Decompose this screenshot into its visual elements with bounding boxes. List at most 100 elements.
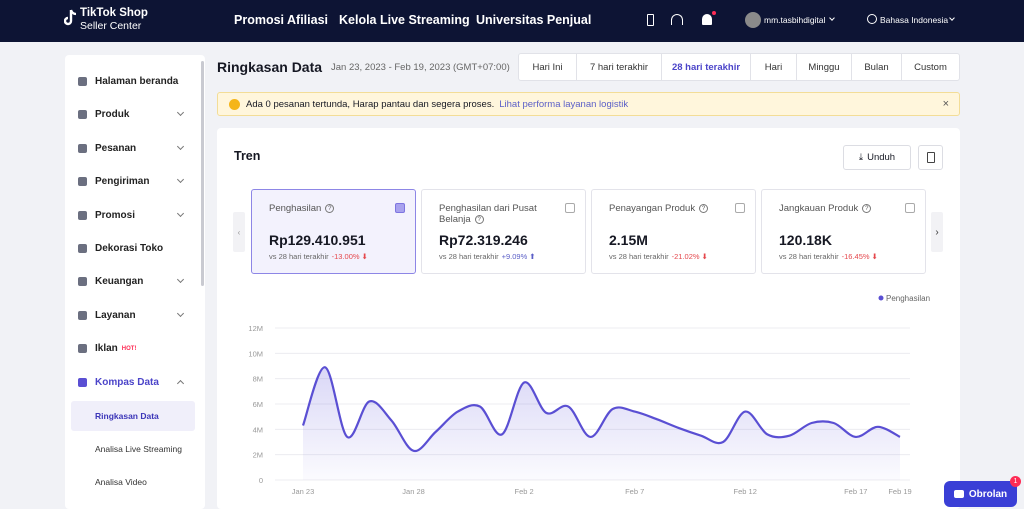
alert-bar: Ada 0 pesanan tertunda, Harap pantau dan… bbox=[217, 92, 960, 116]
metric-card[interactable]: Penayangan Produk? 2.15M vs 28 hari terakh… bbox=[591, 189, 756, 274]
sidebar-item[interactable]: Produk bbox=[65, 98, 205, 131]
bell-icon[interactable] bbox=[702, 14, 712, 25]
download-button[interactable]: ⤓ Unduh bbox=[843, 145, 911, 170]
metric-checkbox[interactable] bbox=[565, 203, 575, 213]
sidebar-icon bbox=[78, 210, 87, 220]
metric-compare: vs 28 hari terakhir -13.00% ⬇ bbox=[269, 252, 368, 261]
metric-label-text: Penghasilan bbox=[269, 203, 322, 214]
help-icon: ? bbox=[699, 203, 709, 213]
chat-icon bbox=[953, 490, 964, 498]
metric-checkbox[interactable] bbox=[735, 203, 745, 213]
change-value: -21.02% bbox=[671, 252, 700, 261]
sidebar-item[interactable]: Layanan bbox=[65, 299, 205, 332]
date-range: Jan 23, 2023 - Feb 19, 2023 (GMT+07:00) bbox=[331, 62, 510, 73]
sidebar-subitem[interactable]: Analisa Live Streaming bbox=[95, 443, 182, 454]
support-icon[interactable] bbox=[671, 14, 683, 25]
alert-link[interactable]: Lihat performa layanan logistik bbox=[499, 98, 629, 110]
nav-link[interactable]: Promosi Afiliasi bbox=[234, 13, 329, 27]
metric-label: Jangkauan Produk? bbox=[779, 203, 884, 214]
logo-icon bbox=[63, 8, 78, 28]
sidebar-subitem[interactable]: Ringkasan Data bbox=[71, 400, 195, 431]
y-tick-label: 10M bbox=[248, 349, 263, 358]
metric-compare: vs 28 hari terakhir -21.02% ⬇ bbox=[609, 252, 708, 261]
logo-title: TikTok Shop bbox=[80, 7, 148, 19]
date-tab[interactable]: Bulan bbox=[852, 54, 902, 80]
sidebar-item[interactable]: Keuangan bbox=[65, 265, 205, 298]
sidebar-label: Produk bbox=[95, 109, 130, 121]
sidebar-icon bbox=[78, 143, 87, 153]
chat-button[interactable]: Obrolan bbox=[944, 481, 1017, 507]
date-tab[interactable]: Hari bbox=[751, 54, 797, 80]
avatar[interactable] bbox=[745, 12, 761, 28]
alert-icon bbox=[229, 99, 240, 110]
x-tick-label: Feb 2 bbox=[515, 487, 534, 496]
metric-card[interactable]: Jangkauan Produk? 120.18K vs 28 hari terak… bbox=[761, 189, 926, 274]
sidebar-label: Dekorasi Toko bbox=[95, 243, 164, 254]
next-arrow[interactable]: › bbox=[931, 212, 943, 252]
account-name[interactable]: mm.tasbihdigital bbox=[764, 15, 826, 25]
sidebar-item[interactable]: Promosi bbox=[65, 199, 205, 232]
change-value: -16.45% bbox=[841, 252, 870, 261]
phone-icon[interactable] bbox=[647, 14, 654, 26]
date-tab[interactable]: 7 hari terakhir bbox=[577, 54, 662, 80]
metric-checkbox[interactable] bbox=[395, 203, 405, 213]
bell-dot bbox=[712, 11, 716, 15]
change-value: -13.00% bbox=[331, 252, 360, 261]
sidebar-item[interactable]: Iklan HOT! bbox=[65, 332, 205, 365]
sidebar-icon bbox=[78, 244, 87, 253]
language[interactable]: Bahasa Indonesia bbox=[880, 15, 949, 25]
y-tick-label: 0 bbox=[259, 476, 263, 485]
sidebar-label: Layanan bbox=[95, 309, 136, 321]
sidebar-label: Kompas Data bbox=[95, 376, 159, 388]
prev-arrow[interactable]: ‹ bbox=[233, 212, 245, 252]
sidebar-item[interactable]: Halaman beranda bbox=[65, 65, 205, 98]
change-arrow: ⬇ bbox=[871, 252, 878, 261]
nav-link[interactable]: Kelola Live Streaming bbox=[339, 13, 470, 27]
metric-checkbox[interactable] bbox=[905, 203, 915, 213]
x-tick-label: Feb 12 bbox=[734, 487, 757, 496]
logo-mark bbox=[63, 9, 77, 26]
globe-icon bbox=[867, 14, 877, 24]
line bbox=[301, 366, 901, 452]
language-chevron bbox=[949, 15, 955, 21]
date-tab[interactable]: Custom bbox=[914, 61, 947, 73]
chevron bbox=[176, 142, 185, 150]
sidebar-label: Iklan bbox=[95, 343, 118, 355]
metric-label: Penayangan Produk? bbox=[609, 203, 714, 214]
change-arrow: ⬆ bbox=[529, 252, 536, 261]
sidebar-icon bbox=[78, 344, 87, 354]
metric-card[interactable]: Penghasilan? Rp129.410.951 vs 28 hari tera… bbox=[251, 189, 416, 274]
trend-chart: 0 2M 4M 6M 8M 10M 12M Jan 23 Jan 28 Feb 2 Feb 7 Feb… bbox=[248, 294, 930, 496]
hot-badge: HOT! bbox=[121, 345, 137, 352]
sidebar-item[interactable]: Pengiriman bbox=[65, 165, 205, 198]
alert-close[interactable]: × bbox=[942, 98, 949, 110]
account-chevron bbox=[829, 15, 835, 21]
date-tab[interactable]: Minggu bbox=[797, 54, 852, 80]
sidebar-subitem[interactable]: Analisa Video bbox=[95, 477, 147, 488]
help-icon: ? bbox=[862, 203, 872, 213]
metric-label-text: Jangkauan Produk bbox=[779, 203, 859, 214]
nav-link[interactable]: Universitas Penjual bbox=[476, 13, 592, 27]
chevron bbox=[176, 309, 185, 317]
sidebar: Halaman beranda Produk Pesanan Pengiriman Pr… bbox=[65, 55, 205, 509]
change-arrow: ⬇ bbox=[361, 252, 368, 261]
y-tick-label: 2M bbox=[253, 451, 263, 460]
sidebar-item[interactable]: Kompas Data bbox=[65, 366, 205, 399]
metric-label-text: Penayangan Produk bbox=[609, 203, 696, 214]
sidebar-icon bbox=[78, 377, 87, 387]
x-tick-label: Jan 28 bbox=[402, 487, 425, 496]
sidebar-item[interactable]: Pesanan bbox=[65, 132, 205, 165]
x-tick-label: Feb 17 bbox=[844, 487, 867, 496]
metric-value: Rp72.319.246 bbox=[439, 232, 528, 248]
copy-button[interactable] bbox=[918, 145, 943, 170]
sidebar-item[interactable]: Dekorasi Toko bbox=[65, 232, 205, 265]
metric-card[interactable]: Penghasilan dari Pusat Belanja? Rp72.319.… bbox=[421, 189, 586, 274]
compare-text: vs 28 hari terakhir bbox=[779, 252, 839, 261]
chevron bbox=[176, 109, 185, 117]
scrollbar bbox=[201, 61, 204, 286]
alert-message: Ada 0 pesanan tertunda, Harap pantau dan… bbox=[246, 98, 495, 110]
date-tab[interactable]: 28 hari terakhir bbox=[662, 54, 751, 80]
sidebar-icon bbox=[78, 277, 87, 287]
date-tab[interactable]: Hari Ini bbox=[519, 54, 577, 80]
